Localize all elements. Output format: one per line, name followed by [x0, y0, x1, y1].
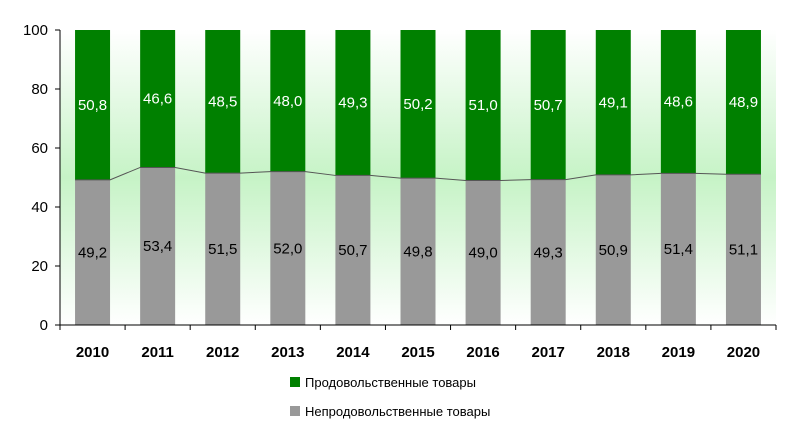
- y-tick-label: 80: [31, 81, 48, 98]
- bar-food-2014: [335, 30, 371, 176]
- data-label-nonfood-2020: 51,1: [729, 242, 758, 259]
- bar-food-2017: [530, 30, 566, 180]
- data-label-food-2012: 48,5: [208, 94, 237, 111]
- data-label-nonfood-2014: 50,7: [338, 242, 367, 259]
- x-tick-label-2018: 2018: [597, 344, 630, 361]
- x-tick-label-2020: 2020: [727, 344, 760, 361]
- data-label-food-2014: 49,3: [338, 95, 367, 112]
- data-label-nonfood-2013: 52,0: [273, 240, 302, 257]
- bar-nonfood-2017: [530, 179, 566, 325]
- data-label-food-2013: 48,0: [273, 93, 302, 110]
- bar-nonfood-2010: [75, 179, 111, 325]
- x-tick-label-2017: 2017: [531, 344, 564, 361]
- data-label-nonfood-2017: 49,3: [534, 244, 563, 261]
- data-label-nonfood-2010: 49,2: [78, 244, 107, 261]
- bar-food-2011: [140, 30, 176, 168]
- bar-food-2013: [270, 30, 306, 172]
- data-label-food-2020: 48,9: [729, 94, 758, 111]
- x-tick-label-2011: 2011: [141, 344, 174, 361]
- x-tick-label-2013: 2013: [271, 344, 304, 361]
- data-label-nonfood-2018: 50,9: [599, 242, 628, 259]
- legend-swatch-food: [290, 377, 300, 387]
- y-tick-label: 60: [31, 140, 48, 157]
- x-tick-label-2010: 2010: [76, 344, 109, 361]
- y-tick-label: 0: [40, 317, 48, 334]
- bar-nonfood-2019: [660, 173, 696, 325]
- bar-nonfood-2011: [140, 167, 176, 325]
- y-tick-label: 40: [31, 199, 48, 216]
- data-label-nonfood-2011: 53,4: [143, 238, 172, 255]
- data-label-food-2011: 46,6: [143, 91, 172, 108]
- data-label-food-2017: 50,7: [534, 97, 563, 114]
- bar-food-2019: [660, 30, 696, 174]
- bar-nonfood-2018: [595, 174, 631, 325]
- x-tick-label-2014: 2014: [336, 344, 370, 361]
- bar-nonfood-2015: [400, 178, 436, 325]
- bar-food-2016: [465, 30, 501, 181]
- legend: Продовольственные товары Непродовольстве…: [290, 372, 490, 430]
- bar-food-2020: [725, 30, 761, 175]
- data-label-nonfood-2015: 49,8: [403, 244, 432, 261]
- data-label-food-2019: 48,6: [664, 94, 693, 111]
- bar-nonfood-2016: [465, 180, 501, 325]
- data-label-food-2016: 51,0: [468, 97, 497, 114]
- data-label-nonfood-2019: 51,4: [664, 241, 693, 258]
- y-tick-label: 20: [31, 258, 48, 275]
- data-label-nonfood-2012: 51,5: [208, 241, 237, 258]
- data-label-nonfood-2016: 49,0: [468, 245, 497, 262]
- data-label-food-2018: 49,1: [599, 94, 628, 111]
- legend-item-nonfood: Непродовольственные товары: [290, 401, 490, 421]
- data-label-food-2010: 50,8: [78, 97, 107, 114]
- data-label-food-2015: 50,2: [403, 96, 432, 113]
- legend-item-food: Продовольственные товары: [290, 372, 490, 392]
- legend-swatch-nonfood: [290, 406, 300, 416]
- x-tick-label-2019: 2019: [662, 344, 695, 361]
- bar-nonfood-2013: [270, 171, 306, 325]
- legend-label-nonfood: Непродовольственные товары: [305, 403, 491, 419]
- bar-nonfood-2012: [205, 173, 241, 325]
- x-tick-label-2015: 2015: [401, 344, 434, 361]
- bar-nonfood-2020: [725, 174, 761, 325]
- series-boundary-line: [75, 166, 761, 181]
- legend-label-food: Продовольственные товары: [305, 374, 476, 390]
- bar-food-2015: [400, 30, 436, 179]
- bar-food-2012: [205, 30, 241, 174]
- bar-food-2010: [75, 30, 111, 180]
- bar-food-2018: [595, 30, 631, 175]
- bar-nonfood-2014: [335, 175, 371, 325]
- x-tick-label-2012: 2012: [206, 344, 239, 361]
- y-tick-label: 100: [23, 22, 48, 39]
- x-tick-label-2016: 2016: [466, 344, 499, 361]
